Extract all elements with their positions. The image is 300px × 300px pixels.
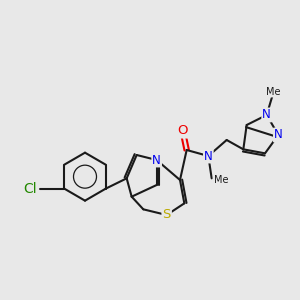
Text: Cl: Cl — [25, 182, 38, 195]
Text: Cl: Cl — [23, 182, 37, 196]
Text: N: N — [262, 109, 271, 122]
Text: N: N — [204, 149, 213, 163]
Text: S: S — [163, 208, 171, 221]
Text: N: N — [152, 154, 161, 166]
Text: Me: Me — [214, 175, 228, 185]
Text: O: O — [177, 124, 188, 137]
Text: Me: Me — [266, 87, 281, 97]
Text: N: N — [274, 128, 283, 142]
